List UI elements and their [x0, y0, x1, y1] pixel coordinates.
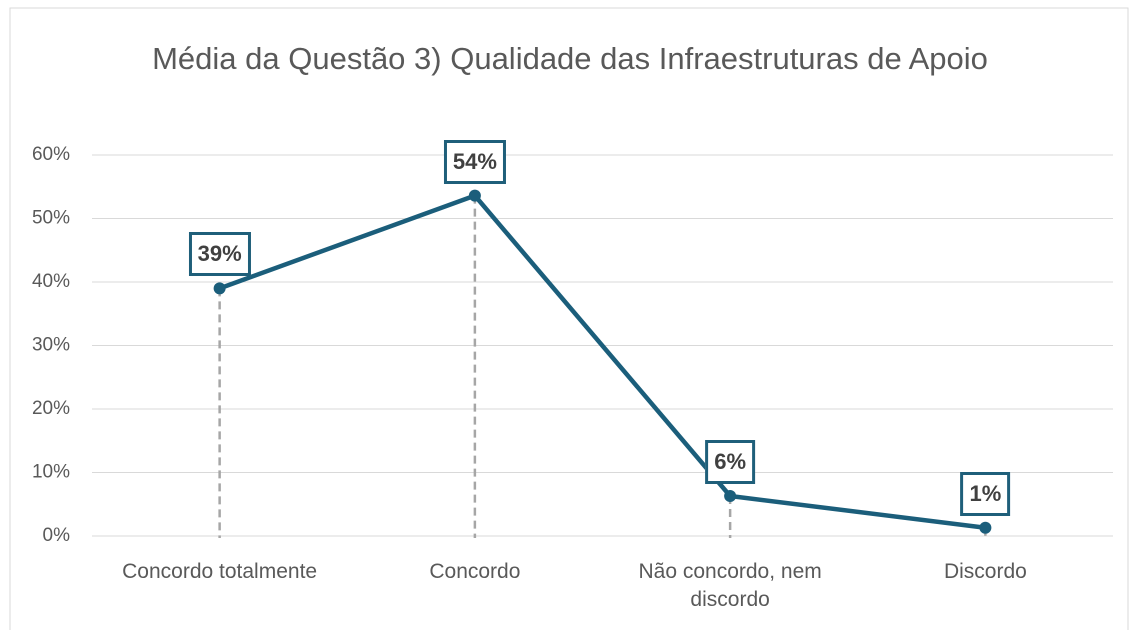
data-label: 6%	[705, 439, 756, 484]
data-point	[468, 189, 481, 202]
data-label: 39%	[188, 232, 251, 277]
data-label: 1%	[960, 471, 1011, 516]
data-point	[979, 521, 992, 534]
data-point	[213, 282, 226, 295]
y-tick-label: 10%	[32, 462, 70, 483]
chart-title: Média da Questão 3) Qualidade das Infrae…	[152, 41, 988, 76]
y-tick-label: 50%	[32, 208, 70, 229]
y-tick-label: 30%	[32, 335, 70, 356]
x-tick-label: Discordo	[943, 560, 1027, 583]
y-tick-label: 60%	[32, 144, 70, 165]
x-tick-label: Concordo	[429, 560, 521, 583]
y-tick-label: 0%	[43, 525, 71, 546]
y-tick-label: 20%	[32, 398, 70, 419]
data-point	[724, 489, 737, 502]
y-tick-label: 40%	[32, 271, 70, 292]
data-label: 54%	[443, 139, 506, 184]
series-line	[218, 193, 986, 530]
x-tick-label: Concordo totalmente	[122, 560, 318, 583]
x-tick-label: Não concordo, nem discordo	[638, 560, 822, 611]
chart-border	[9, 7, 1129, 630]
